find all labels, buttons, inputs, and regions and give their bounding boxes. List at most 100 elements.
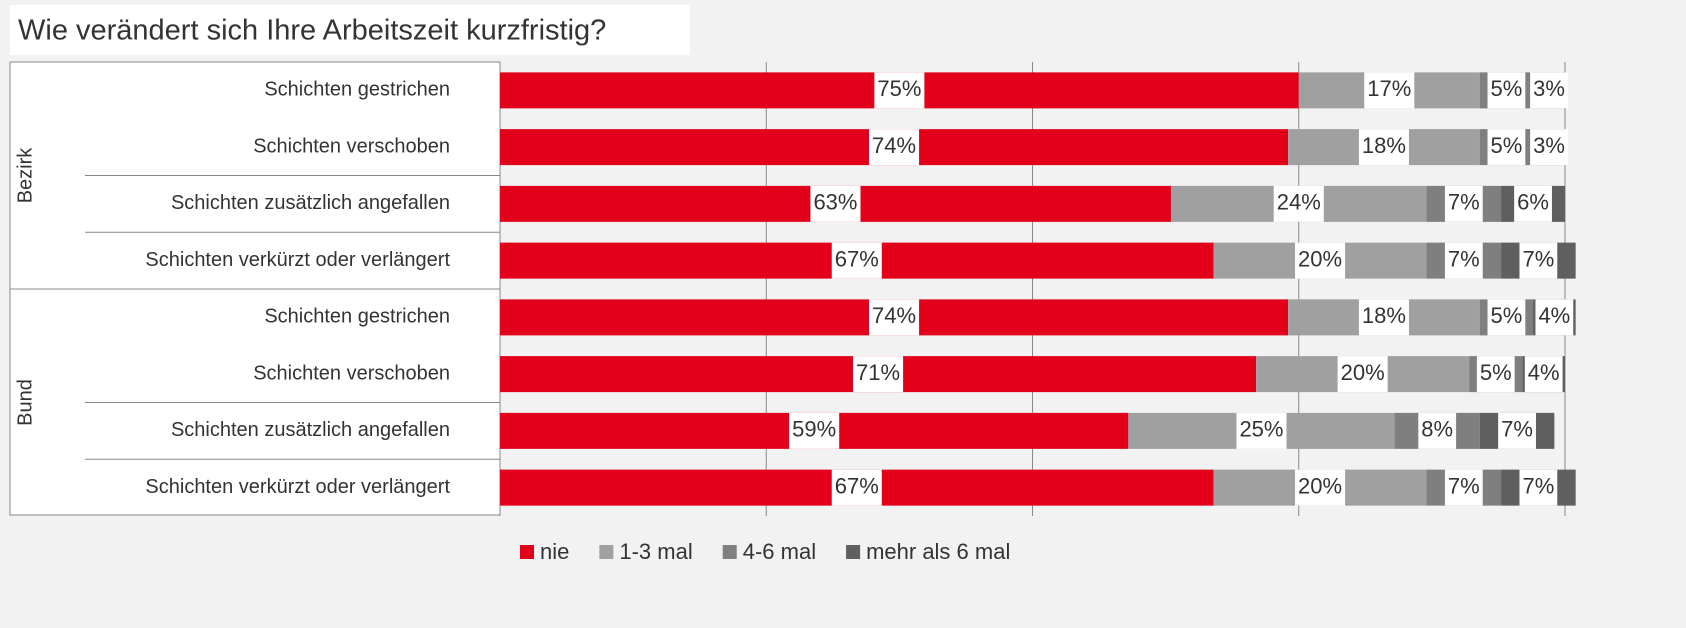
value-label: 75% xyxy=(877,76,921,101)
value-label-bg xyxy=(831,242,882,279)
value-label-group: 18% xyxy=(1358,299,1409,336)
value-label: 5% xyxy=(1491,133,1523,158)
value-label-bg xyxy=(853,356,904,393)
value-label-group: 7% xyxy=(1519,469,1558,506)
value-label: 71% xyxy=(856,360,900,385)
value-label: 3% xyxy=(1533,133,1565,158)
value-label: 7% xyxy=(1522,473,1554,498)
category-label: Schichten verkürzt oder verlängert xyxy=(145,249,450,271)
value-label: 7% xyxy=(1448,246,1480,271)
value-label: 7% xyxy=(1522,246,1554,271)
value-label-group: 75% xyxy=(874,72,925,109)
value-label-bg xyxy=(1487,72,1526,109)
value-label: 5% xyxy=(1491,303,1523,328)
value-label-group: 6% xyxy=(1514,185,1552,222)
value-label-group: 7% xyxy=(1498,412,1536,449)
group-label: Bund xyxy=(14,379,36,426)
value-label: 20% xyxy=(1298,246,1342,271)
value-label-bg xyxy=(1524,356,1563,393)
value-label-group: 7% xyxy=(1444,242,1483,279)
category-label: Schichten zusätzlich angefallen xyxy=(171,192,450,214)
value-label-bg xyxy=(869,299,920,336)
value-label: 7% xyxy=(1448,190,1480,215)
value-label-group: 67% xyxy=(831,242,882,279)
legend-swatch xyxy=(599,545,614,559)
value-label-bg xyxy=(1530,129,1568,166)
value-label: 63% xyxy=(813,190,857,215)
legend-label: mehr als 6 mal xyxy=(866,539,1010,564)
value-label-group: 3% xyxy=(1530,72,1568,109)
value-label-group: 74% xyxy=(869,299,920,336)
value-label: 74% xyxy=(872,133,916,158)
value-label-bg xyxy=(810,185,861,222)
value-label-bg xyxy=(874,72,925,109)
legend-label: nie xyxy=(540,539,569,564)
legend-swatch xyxy=(722,545,737,559)
value-label-group: 4% xyxy=(1524,356,1563,393)
category-label: Schichten gestrichen xyxy=(264,79,450,101)
value-label: 6% xyxy=(1517,190,1549,215)
legend-label: 4-6 mal xyxy=(743,539,816,564)
value-label: 4% xyxy=(1528,360,1560,385)
value-label: 7% xyxy=(1448,473,1480,498)
value-label-group: 8% xyxy=(1418,412,1457,449)
value-label-group: 71% xyxy=(853,356,904,393)
value-label-bg xyxy=(831,469,882,506)
value-label-group: 63% xyxy=(810,185,861,222)
value-label-group: 5% xyxy=(1487,299,1526,336)
value-label: 4% xyxy=(1538,303,1570,328)
value-label-bg xyxy=(869,129,920,166)
value-label-bg xyxy=(1236,412,1287,449)
value-label-group: 5% xyxy=(1476,356,1515,393)
value-label: 3% xyxy=(1533,76,1565,101)
legend-swatch xyxy=(520,545,534,559)
category-label: Schichten verkürzt oder verlängert xyxy=(145,476,450,498)
value-label-bg xyxy=(1530,72,1568,109)
value-label-bg xyxy=(1476,356,1515,393)
value-label-bg xyxy=(1487,129,1526,166)
value-label-bg xyxy=(1273,185,1324,222)
value-label-bg xyxy=(1418,412,1457,449)
value-label-bg xyxy=(1358,299,1409,336)
value-label-group: 24% xyxy=(1273,185,1324,222)
value-label: 18% xyxy=(1362,133,1406,158)
value-label-bg xyxy=(1444,469,1483,506)
value-label-group: 7% xyxy=(1444,185,1483,222)
value-label-group: 7% xyxy=(1444,469,1483,506)
value-label: 67% xyxy=(835,473,879,498)
value-label-bg xyxy=(1364,72,1415,109)
value-label-bg xyxy=(1444,185,1483,222)
value-label-group: 5% xyxy=(1487,72,1526,109)
value-label: 24% xyxy=(1277,190,1321,215)
category-label: Schichten verschoben xyxy=(253,362,450,384)
value-label-bg xyxy=(1295,469,1346,506)
chart-title: Wie verändert sich Ihre Arbeitszeit kurz… xyxy=(18,15,606,47)
value-label-group: 20% xyxy=(1337,356,1388,393)
value-label-bg xyxy=(1519,469,1558,506)
value-label-bg xyxy=(1514,185,1552,222)
value-label-group: 74% xyxy=(869,129,920,166)
value-label-group: 18% xyxy=(1358,129,1409,166)
legend-label: 1-3 mal xyxy=(619,539,692,564)
value-label-bg xyxy=(1444,242,1483,279)
value-label: 5% xyxy=(1480,360,1512,385)
value-label-bg xyxy=(1519,242,1558,279)
value-label: 20% xyxy=(1341,360,1385,385)
legend-swatch xyxy=(846,545,861,559)
value-label: 25% xyxy=(1239,417,1283,442)
value-label-group: 67% xyxy=(831,469,882,506)
value-label-group: 3% xyxy=(1530,129,1568,166)
value-label-group: 5% xyxy=(1487,129,1526,166)
category-label: Schichten verschoben xyxy=(253,135,450,157)
value-label-bg xyxy=(1337,356,1388,393)
value-label-group: 59% xyxy=(789,412,840,449)
value-label-bg xyxy=(1535,299,1574,336)
value-label: 18% xyxy=(1362,303,1406,328)
value-label: 17% xyxy=(1367,76,1411,101)
value-label-group: 20% xyxy=(1295,242,1346,279)
value-label-group: 7% xyxy=(1519,242,1558,279)
value-label: 74% xyxy=(872,303,916,328)
value-label-group: 25% xyxy=(1236,412,1287,449)
value-label-bg xyxy=(1358,129,1409,166)
